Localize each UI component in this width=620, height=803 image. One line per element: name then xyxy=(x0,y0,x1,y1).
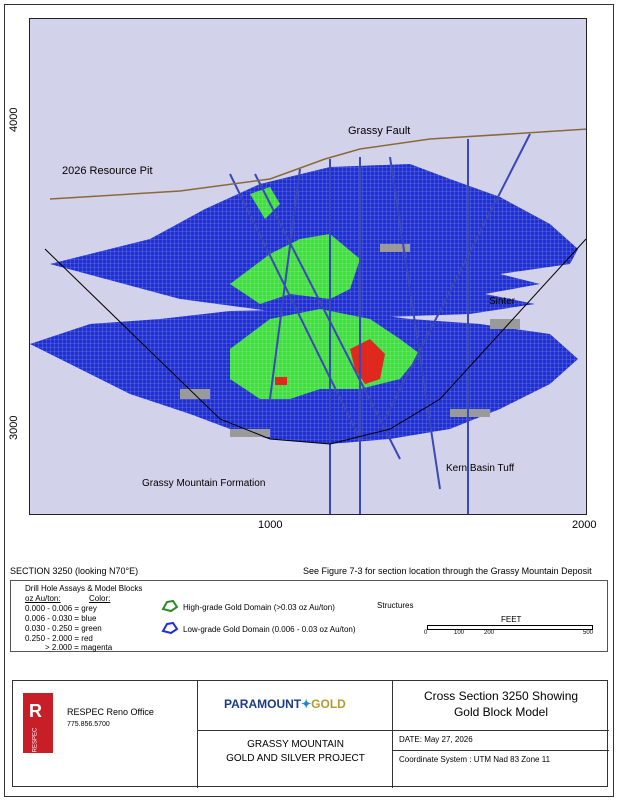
low-grade-icon xyxy=(161,621,179,635)
red-domain-1 xyxy=(350,339,385,384)
legend-col-oz: oz Au/ton: xyxy=(25,594,61,603)
scale-tick: 200 xyxy=(484,630,495,636)
figure-reference: See Figure 7-3 for section location thro… xyxy=(303,566,592,576)
legend-drill-title: Drill Hole Assays & Model Blocks xyxy=(25,584,143,593)
legend-row: 0.030 - 0.250 = green xyxy=(25,624,102,633)
grey-block xyxy=(180,389,210,399)
title-block: R RESPEC RESPEC Reno Office 775.856.5700… xyxy=(12,680,609,788)
grey-block xyxy=(450,409,490,417)
title-line1: Cross Section 3250 Showing xyxy=(423,689,579,703)
section-title: SECTION 3250 (looking N70°E) xyxy=(10,566,139,576)
project-cell: GRASSY MOUNTAIN GOLD AND SILVER PROJECT xyxy=(198,731,393,788)
high-grade-domain-1 xyxy=(230,234,360,304)
sinter-label: Sinter xyxy=(489,296,516,307)
cross-section-map[interactable]: Grassy Fault 2026 Resource Pit Sinter Ke… xyxy=(29,18,587,515)
grey-block xyxy=(380,244,410,252)
page-frame xyxy=(4,4,614,797)
structures-label: Structures xyxy=(377,601,414,610)
title-line2: Gold Block Model xyxy=(453,705,549,719)
y-tick-4000: 4000 xyxy=(8,107,20,132)
kern-basin-tuff-label: Kern Basin Tuff xyxy=(446,463,515,474)
legend-row: > 2.000 = magenta xyxy=(45,643,113,652)
resource-pit-line xyxy=(44,238,586,445)
resource-pit-label: 2026 Resource Pit xyxy=(62,165,153,177)
high-grade-domain-3 xyxy=(250,187,280,219)
y-tick-3000: 3000 xyxy=(8,415,20,440)
topography-line xyxy=(49,128,586,200)
respec-logo: R RESPEC xyxy=(23,693,53,753)
x-tick-2000: 2000 xyxy=(572,519,597,531)
respec-cell: R RESPEC RESPEC Reno Office 775.856.5700 xyxy=(13,681,198,788)
legend-col-color: Color: xyxy=(89,594,111,603)
grassy-fault-label: Grassy Fault xyxy=(348,125,411,137)
grassy-mountain-formation-label: Grassy Mountain Formation xyxy=(142,478,266,489)
scale-tick: 100 xyxy=(454,630,465,636)
office-label: RESPEC Reno Office xyxy=(67,707,154,717)
high-grade-legend: High-grade Gold Domain (>0.03 oz Au/ton) xyxy=(183,603,335,612)
red-domain-2 xyxy=(275,377,287,385)
project-line2: GOLD AND SILVER PROJECT xyxy=(226,753,365,764)
date-label: DATE: May 27, 2026 xyxy=(399,735,473,744)
scale-title: FEET xyxy=(501,615,522,624)
drill-holes xyxy=(229,133,531,514)
legend-box: Drill Hole Assays & Model Blocks oz Au/t… xyxy=(10,580,608,652)
phone-label: 775.856.5700 xyxy=(67,721,110,728)
legend-row: 0.006 - 0.030 = blue xyxy=(25,614,97,623)
low-grade-legend: Low-grade Gold Domain (0.006 - 0.03 oz A… xyxy=(183,625,356,634)
legend-row: 0.250 - 2.000 = red xyxy=(25,634,93,643)
scale-tick: 500 xyxy=(583,630,594,636)
company-logo: PARAMOUNT✦GOLD xyxy=(224,697,346,711)
coords-cell: Coordinate System : UTM Nad 83 Zone 11 xyxy=(393,751,609,788)
scale-tick: 0 xyxy=(424,630,428,636)
project-line1: GRASSY MOUNTAIN xyxy=(247,739,344,750)
legend-row: 0.000 - 0.006 = grey xyxy=(25,604,97,613)
section-drawing xyxy=(30,128,586,514)
x-tick-1000: 1000 xyxy=(258,519,283,531)
scale-bar xyxy=(427,625,593,630)
company-cell: PARAMOUNT✦GOLD xyxy=(198,681,393,731)
grey-block xyxy=(230,429,270,437)
date-cell: DATE: May 27, 2026 xyxy=(393,731,609,751)
title-cell: Cross Section 3250 Showing Gold Block Mo… xyxy=(393,681,609,731)
grey-block xyxy=(490,319,520,329)
coords-label: Coordinate System : UTM Nad 83 Zone 11 xyxy=(399,755,551,764)
high-grade-icon xyxy=(161,599,179,613)
